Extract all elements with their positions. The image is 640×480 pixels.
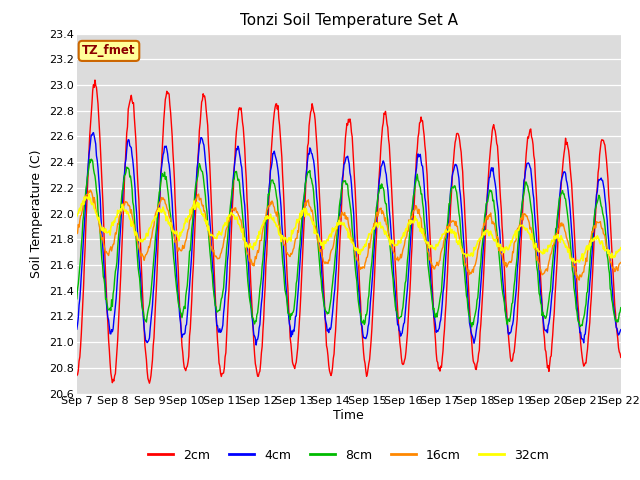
2cm xyxy=(145,380,153,386)
Legend: 2cm, 4cm, 8cm, 16cm, 32cm: 2cm, 4cm, 8cm, 16cm, 32cm xyxy=(143,444,554,467)
4cm xyxy=(195,151,202,157)
32cm xyxy=(617,245,625,251)
2cm xyxy=(224,301,232,307)
4cm xyxy=(83,183,90,189)
16cm xyxy=(223,224,231,230)
32cm xyxy=(85,192,93,197)
8cm xyxy=(431,314,439,320)
4cm xyxy=(90,130,97,135)
4cm xyxy=(73,326,81,332)
8cm xyxy=(468,324,476,330)
Line: 8cm: 8cm xyxy=(77,159,621,327)
32cm xyxy=(571,260,579,266)
Line: 32cm: 32cm xyxy=(77,194,621,263)
4cm xyxy=(252,342,260,348)
32cm xyxy=(73,214,81,219)
8cm xyxy=(140,309,147,314)
2cm xyxy=(140,310,147,316)
8cm xyxy=(416,183,424,189)
16cm xyxy=(83,192,90,198)
X-axis label: Time: Time xyxy=(333,409,364,422)
2cm xyxy=(433,350,440,356)
Text: TZ_fmet: TZ_fmet xyxy=(82,44,136,58)
2cm xyxy=(73,372,81,378)
2cm xyxy=(196,128,204,133)
4cm xyxy=(140,315,147,321)
2cm xyxy=(617,355,625,360)
4cm xyxy=(417,152,424,157)
8cm xyxy=(83,181,90,187)
16cm xyxy=(617,260,625,265)
4cm xyxy=(223,258,231,264)
8cm xyxy=(195,166,202,171)
4cm xyxy=(433,329,440,335)
2cm xyxy=(417,120,424,125)
8cm xyxy=(223,239,231,244)
Line: 4cm: 4cm xyxy=(77,132,621,345)
32cm xyxy=(416,219,424,225)
4cm xyxy=(617,327,625,333)
32cm xyxy=(83,194,90,200)
2cm xyxy=(91,77,99,83)
8cm xyxy=(73,296,81,302)
8cm xyxy=(617,305,625,311)
16cm xyxy=(575,277,583,283)
16cm xyxy=(195,191,202,197)
16cm xyxy=(431,263,439,269)
32cm xyxy=(223,215,231,220)
Y-axis label: Soil Temperature (C): Soil Temperature (C) xyxy=(31,149,44,278)
32cm xyxy=(195,200,202,206)
16cm xyxy=(86,187,94,193)
16cm xyxy=(73,231,81,237)
Line: 16cm: 16cm xyxy=(77,190,621,280)
16cm xyxy=(140,253,147,259)
2cm xyxy=(83,205,90,211)
8cm xyxy=(87,156,95,162)
Line: 2cm: 2cm xyxy=(77,80,621,383)
16cm xyxy=(416,212,424,217)
Title: Tonzi Soil Temperature Set A: Tonzi Soil Temperature Set A xyxy=(240,13,458,28)
32cm xyxy=(431,247,439,252)
32cm xyxy=(140,237,147,242)
